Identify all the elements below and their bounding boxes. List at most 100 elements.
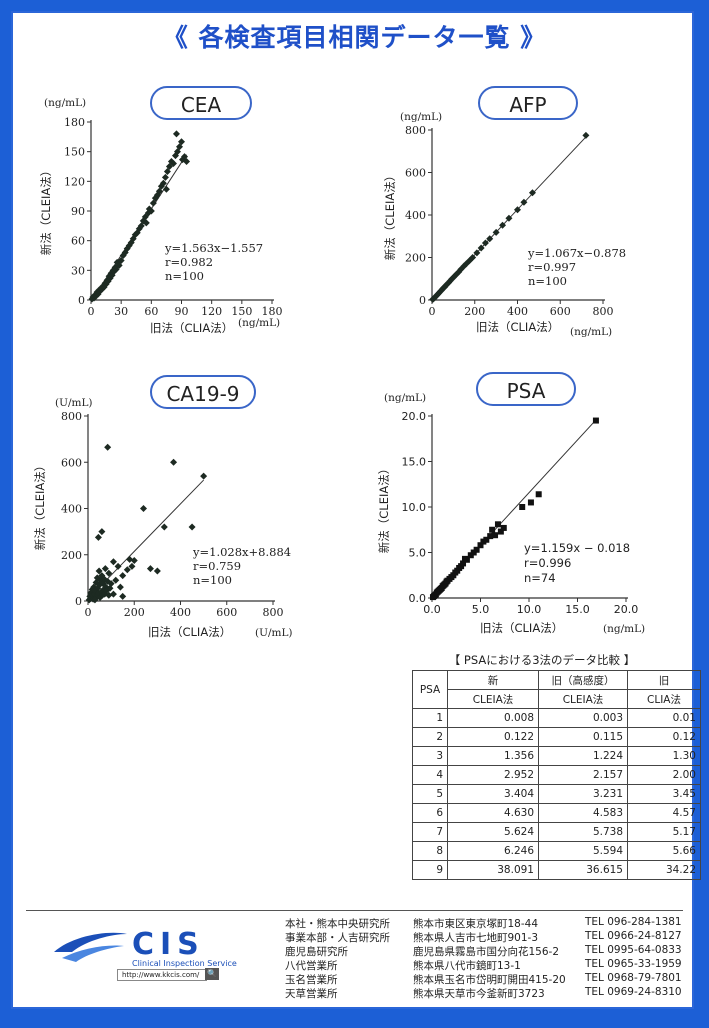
afp-data-point — [469, 254, 477, 261]
cea-data-point — [183, 158, 191, 166]
table-cell-value: 5.594 — [538, 841, 628, 861]
afp-data-point — [499, 221, 507, 229]
table-cell-value: 0.115 — [538, 727, 628, 747]
url-field[interactable]: http://www.kkcis.com/ — [117, 969, 207, 981]
ca199-y-tick-label: 800 — [61, 410, 82, 423]
table-cell-index: 4 — [412, 765, 448, 785]
afp-data-point — [520, 198, 528, 206]
table-cell-value: 0.122 — [447, 727, 539, 747]
ca199-data-point — [91, 596, 99, 604]
cea-x-tick-label: 120 — [201, 305, 222, 318]
office-name: 本社・熊本中央研究所 — [285, 918, 390, 930]
table-cell-index: 9 — [412, 860, 448, 880]
afp-data-point — [528, 189, 536, 197]
search-icon[interactable]: 🔍 — [205, 968, 219, 980]
cea-annotation: y=1.563x−1.557 r=0.982 n=100 — [165, 241, 263, 283]
psa-equation: y=1.159x − 0.018 — [524, 541, 631, 555]
cea-x-tick-label: 0 — [88, 305, 95, 318]
cea-data-point — [169, 160, 177, 168]
table-cell-index: 8 — [412, 841, 448, 861]
ca199-data-point — [188, 523, 196, 531]
afp-y-tick-label: 600 — [405, 167, 426, 180]
ca199-equation: y=1.028x+8.884 — [193, 545, 292, 559]
office-tel: TEL 0966-24-8127 — [585, 930, 682, 942]
afp-annotation: y=1.067x−0.878 r=0.997 n=100 — [528, 246, 626, 288]
table-row: 5 3.404 3.231 3.45 — [412, 784, 701, 804]
ca199-y-tick-label: 600 — [61, 456, 82, 469]
table-cell-value: 4.583 — [538, 803, 628, 823]
afp-data-point — [492, 228, 500, 236]
table-cell-index: 5 — [412, 784, 448, 804]
table-row: 8 6.246 5.594 5.66 — [412, 841, 701, 861]
afp-x-tick-label: 600 — [550, 305, 571, 318]
afp-data-point — [582, 131, 590, 139]
table-cell-value: 0.12 — [627, 727, 701, 747]
office-address: 熊本県人吉市七地町901-3 — [413, 932, 539, 944]
psa-table-title: 【 PSAにおける3法のデータ比較 】 — [448, 653, 636, 667]
table-header-new: 新 — [447, 670, 539, 690]
psa-data-point — [492, 532, 499, 539]
table-cell-value: 2.952 — [447, 765, 539, 785]
table-header-psa: PSA — [412, 670, 448, 709]
cea-x-axis-label: 旧法（CLIA法） — [150, 321, 233, 335]
psa-data-point — [500, 524, 507, 531]
afp-x-tick-label: 0 — [429, 305, 436, 318]
ca199-data-point — [200, 472, 208, 480]
cea-label: CEA — [150, 86, 252, 120]
cea-y-tick-label: 90 — [71, 205, 85, 218]
psa-data-point — [497, 528, 504, 535]
cea-x-tick-label: 60 — [144, 305, 158, 318]
cea-x-tick-label: 180 — [262, 305, 283, 318]
office-address: 熊本県天草市今釜新町3723 — [413, 988, 545, 1000]
ca199-data-point — [116, 583, 124, 591]
cea-y-tick-label: 120 — [64, 175, 85, 188]
psa-data-point — [519, 504, 526, 510]
cea-data-point — [147, 207, 155, 215]
psa-x-tick-label: 10.0 — [517, 603, 542, 616]
ca199-data-point — [101, 565, 109, 573]
ca199-data-point — [170, 458, 178, 466]
table-cell-value: 5.66 — [627, 841, 701, 861]
table-cell-index: 6 — [412, 803, 448, 823]
office-tel: TEL 0965-33-1959 — [585, 958, 682, 970]
ca199-x-tick-label: 800 — [263, 606, 284, 619]
psa-x-unit: (ng/mL) — [603, 623, 645, 635]
ca199-x-unit: (U/mL) — [255, 627, 293, 639]
cea-x-tick-label: 90 — [175, 305, 189, 318]
table-row: 4 2.952 2.157 2.00 — [412, 765, 701, 785]
office-name: 鹿児島研究所 — [285, 946, 348, 958]
office-tel: TEL 096-284-1381 — [585, 916, 682, 928]
table-cell-index: 3 — [412, 746, 448, 766]
afp-data-point — [486, 235, 494, 243]
ca199-y-tick-label: 0 — [75, 595, 82, 608]
table-cell-value: 38.091 — [447, 860, 539, 880]
afp-label: AFP — [478, 86, 578, 120]
psa-x-tick-label: 0.0 — [423, 603, 441, 616]
ca199-n: n=100 — [193, 573, 232, 587]
psa-comparison-table: PSA 新 旧（高感度） 旧 CLEIA法 CLEIA法 CLIA法 1 0.00… — [412, 670, 701, 880]
afp-data-point — [514, 206, 521, 214]
ca199-data-point — [109, 590, 117, 598]
table-cell-value: 3.45 — [627, 784, 701, 804]
table-header-old: 旧 — [627, 670, 701, 690]
afp-r: r=0.997 — [528, 260, 577, 274]
ca199-data-point — [112, 576, 120, 584]
ca199-x-tick-label: 200 — [124, 606, 145, 619]
ca199-label: CA19-9 — [150, 375, 256, 409]
ca199-x-tick-label: 600 — [216, 606, 237, 619]
ca199-data-point — [109, 558, 117, 566]
table-cell-value: 6.246 — [447, 841, 539, 861]
ca199-data-point — [119, 572, 127, 580]
ca199-data-point — [146, 565, 154, 573]
cis-logo-icon: CIS Clinical Inspection Service — [54, 927, 237, 968]
ca199-data-point — [95, 567, 103, 575]
cis-logo: CIS Clinical Inspection Service — [52, 918, 242, 988]
office-address: 熊本県八代市鏡町13-1 — [413, 960, 521, 972]
psa-data-point — [483, 536, 490, 543]
afp-data-point — [481, 239, 489, 247]
cea-data-point — [172, 130, 180, 138]
svg-text:CIS: CIS — [132, 927, 205, 962]
psa-n: n=74 — [524, 571, 556, 585]
